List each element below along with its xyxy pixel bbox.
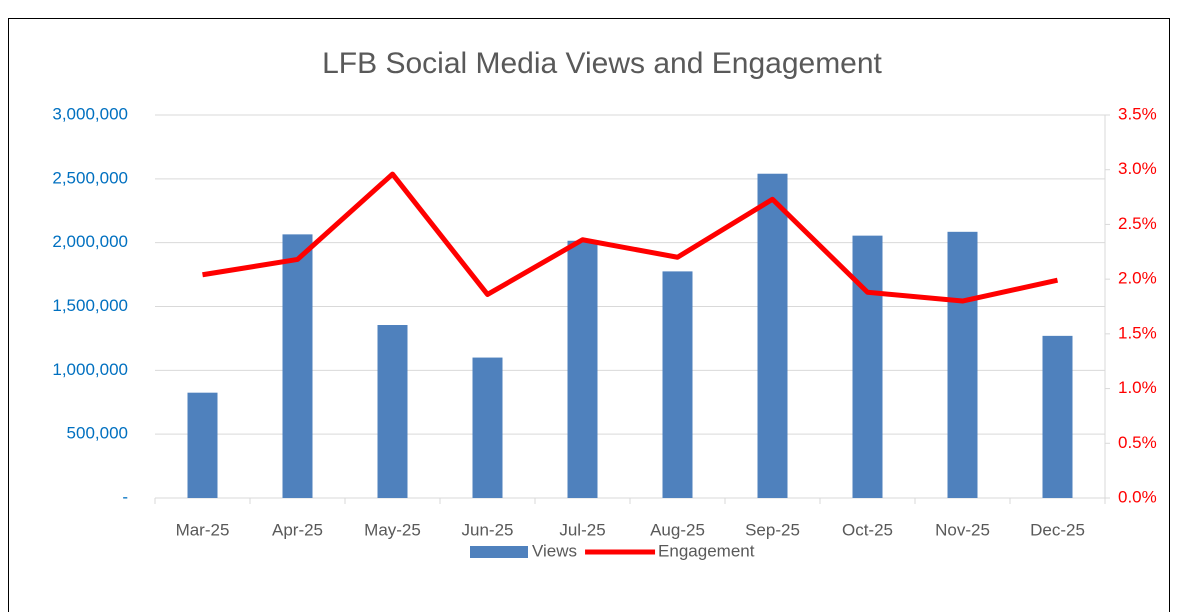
bar [567, 240, 598, 499]
bar [187, 392, 218, 498]
x-tick-label: Jul-25 [559, 520, 605, 539]
legend-label: Views [532, 541, 577, 560]
bar [852, 235, 883, 498]
x-tick-label: Oct-25 [842, 520, 893, 539]
x-tick-label: Nov-25 [935, 520, 990, 539]
y-tick-label: 2,500,000 [52, 168, 128, 187]
x-tick-label: Mar-25 [176, 520, 230, 539]
y-tick-label: 1,000,000 [52, 360, 128, 379]
y2-tick-label: 1.0% [1118, 378, 1157, 397]
bar [662, 271, 693, 498]
legend-label: Engagement [658, 541, 755, 560]
bar [757, 173, 788, 498]
bar [947, 231, 978, 498]
y-tick-label: 1,500,000 [52, 296, 128, 315]
line [202, 171, 1059, 304]
y2-tick-label: 1.5% [1118, 323, 1157, 342]
legend-swatch [470, 546, 528, 558]
bar [1042, 335, 1073, 498]
y-tick-label: 2,000,000 [52, 232, 128, 251]
y2-tick-label: 3.0% [1118, 159, 1157, 178]
y-tick-label: - [122, 487, 128, 506]
x-tick-label: Sep-25 [745, 520, 800, 539]
x-tick-label: Aug-25 [650, 520, 705, 539]
chart-border [8, 18, 1170, 612]
y2-tick-label: 0.0% [1118, 487, 1157, 506]
y2-tick-label: 0.5% [1118, 433, 1157, 452]
bar [282, 234, 313, 498]
x-tick-label: Dec-25 [1030, 520, 1085, 539]
y2-tick-label: 3.5% [1118, 104, 1157, 123]
chart-title: LFB Social Media Views and Engagement [322, 47, 882, 80]
y2-tick-label: 2.5% [1118, 214, 1157, 233]
y2-tick-label: 2.0% [1118, 269, 1157, 288]
y-tick-label: 500,000 [67, 424, 128, 443]
x-tick-label: Apr-25 [272, 520, 323, 539]
x-tick-label: May-25 [364, 520, 421, 539]
bar [472, 357, 503, 498]
bar [377, 325, 408, 498]
x-tick-label: Jun-25 [462, 520, 514, 539]
y-tick-label: 3,000,000 [52, 104, 128, 123]
